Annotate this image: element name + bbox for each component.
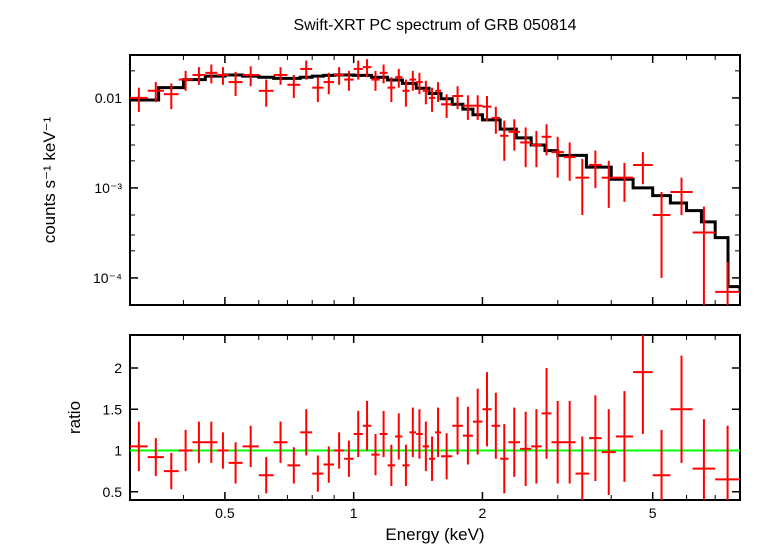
ratio-tick-label: 2 [114, 360, 122, 376]
x-tick-label: 2 [479, 505, 487, 521]
x-tick-label: 5 [649, 505, 657, 521]
model-line [130, 75, 740, 292]
y-tick-label: 0.01 [95, 90, 122, 106]
ratio-tick-label: 0.5 [103, 484, 123, 500]
y-tick-label: 10⁻⁴ [93, 270, 122, 286]
spectrum-chart: Swift-XRT PC spectrum of GRB 050814 0.5 1 2… [0, 0, 758, 556]
chart-title: Swift-XRT PC spectrum of GRB 050814 [293, 17, 576, 34]
ratio-tick-label: 1.5 [103, 401, 123, 417]
ratio-tick-label: 1 [114, 443, 122, 459]
chart-container: Swift-XRT PC spectrum of GRB 050814 0.5 1 2… [0, 0, 758, 556]
y-tick-label: 10⁻³ [94, 180, 122, 196]
x-tick-label: 0.5 [215, 505, 235, 521]
x-tick-label: 1 [350, 505, 358, 521]
y-axis-label-top: counts s⁻¹ keV⁻¹ [40, 116, 59, 243]
bottom-panel-frame [130, 335, 740, 500]
x-axis-label: Energy (keV) [385, 525, 484, 544]
y-axis-label-bottom: ratio [65, 401, 84, 434]
